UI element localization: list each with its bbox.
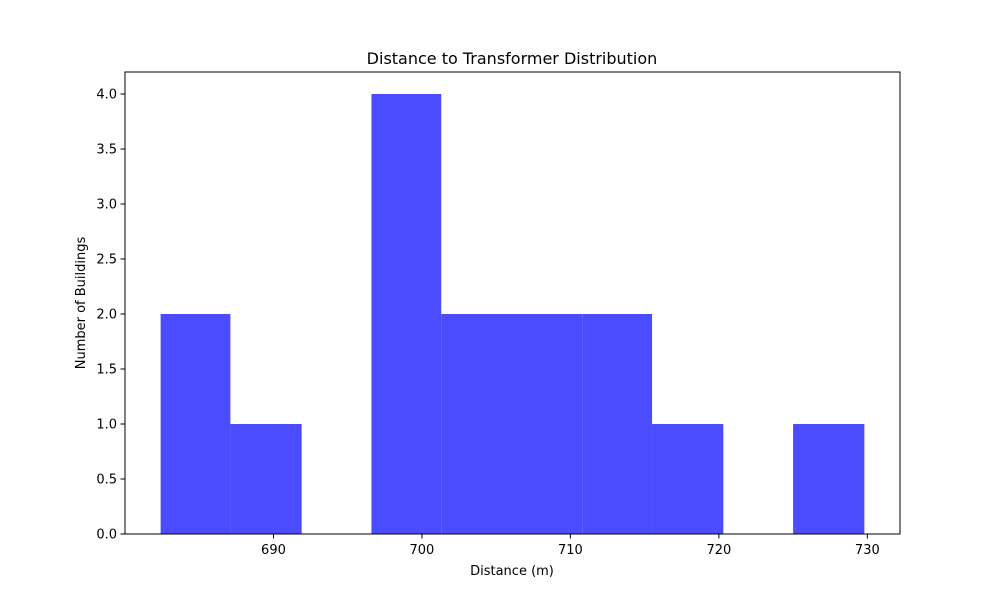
histogram-bar-10	[793, 424, 865, 534]
x-tick-label: 700	[410, 543, 435, 558]
histogram-bar-8	[652, 424, 724, 534]
y-tick-label: 3.0	[96, 198, 117, 213]
x-tick-label: 690	[261, 543, 286, 558]
histogram-bar-5	[441, 314, 513, 534]
histogram-bar-4	[371, 94, 442, 534]
histogram-bar-2	[230, 424, 302, 534]
histogram-bar-1	[160, 314, 231, 534]
y-axis-ticks: 0.0 0.5 1.0 1.5 2.0 2.5 3.0 3.5 4.0	[96, 88, 125, 543]
x-tick-label: 730	[855, 543, 880, 558]
y-tick-label: 2.5	[96, 253, 117, 268]
x-axis-ticks: 690 700 710 720 730	[261, 534, 880, 558]
y-tick-label: 2.0	[96, 308, 117, 323]
histogram-bar-7	[582, 314, 653, 534]
y-tick-label: 1.0	[96, 418, 117, 433]
plot-frame	[124, 71, 901, 535]
bars-layer	[160, 94, 865, 534]
y-tick-label: 1.5	[96, 363, 117, 378]
y-axis-label: Number of Buildings	[74, 237, 89, 370]
histogram-bar-6	[512, 314, 583, 534]
chart-title: Distance to Transformer Distribution	[367, 49, 658, 68]
y-tick-label: 0.5	[96, 473, 117, 488]
y-tick-label: 0.0	[96, 528, 117, 543]
x-axis-label: Distance (m)	[470, 564, 554, 579]
y-tick-label: 3.5	[96, 143, 117, 158]
x-tick-label: 720	[706, 543, 731, 558]
y-tick-label: 4.0	[96, 88, 117, 103]
x-tick-label: 710	[558, 543, 583, 558]
